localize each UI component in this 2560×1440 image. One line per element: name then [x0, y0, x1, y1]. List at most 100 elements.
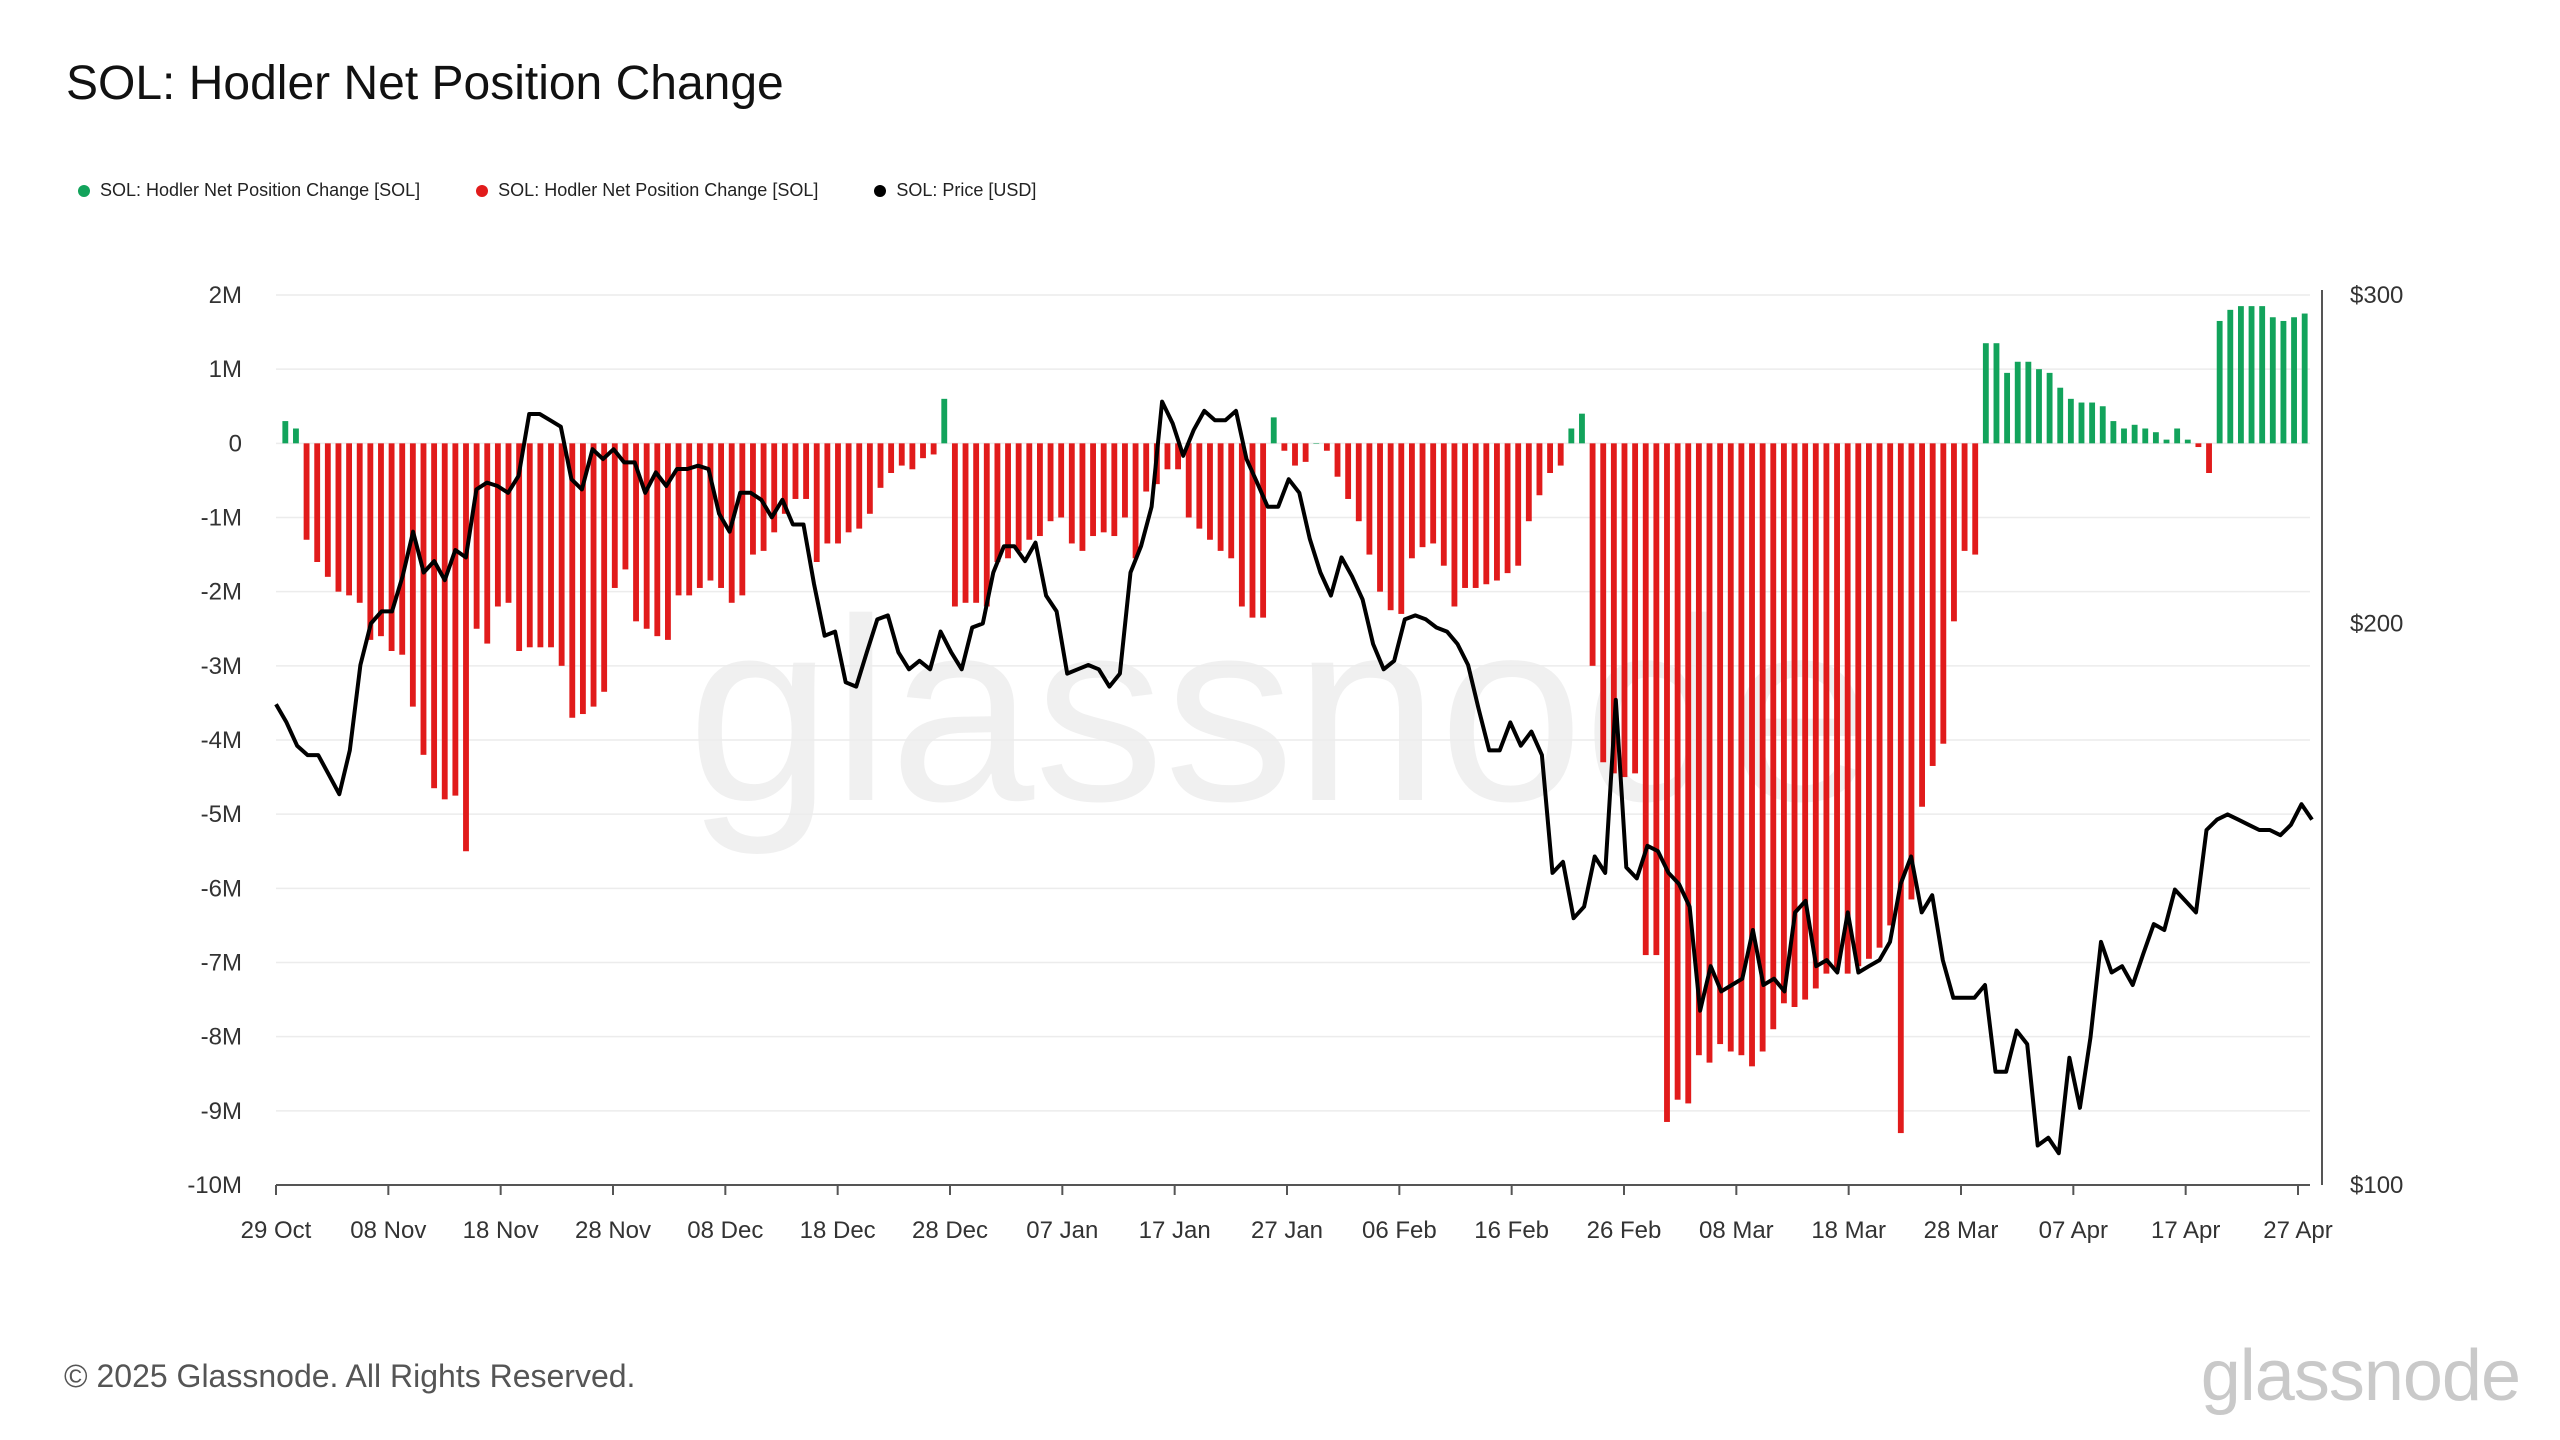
- bar[interactable]: [845, 443, 852, 533]
- bar[interactable]: [2025, 361, 2032, 444]
- bar[interactable]: [707, 443, 714, 581]
- bar[interactable]: [2248, 306, 2255, 444]
- bar[interactable]: [1313, 443, 1320, 444]
- bar[interactable]: [1249, 443, 1256, 618]
- bar[interactable]: [367, 443, 374, 640]
- bar[interactable]: [1834, 443, 1840, 970]
- bar[interactable]: [1632, 443, 1639, 774]
- bar[interactable]: [1472, 443, 1479, 588]
- bar[interactable]: [1664, 443, 1670, 1122]
- bar[interactable]: [1504, 443, 1511, 574]
- bar[interactable]: [1621, 443, 1628, 778]
- bar[interactable]: [2195, 443, 2202, 448]
- bar[interactable]: [2057, 387, 2064, 444]
- bar[interactable]: [409, 443, 416, 707]
- bar[interactable]: [2110, 421, 2117, 444]
- bar[interactable]: [1940, 443, 1947, 744]
- bar[interactable]: [654, 443, 661, 637]
- bar[interactable]: [2174, 428, 2181, 444]
- bar[interactable]: [1419, 443, 1426, 548]
- bar[interactable]: [2014, 361, 2021, 444]
- bar[interactable]: [2004, 372, 2011, 444]
- bar[interactable]: [750, 443, 756, 555]
- bar[interactable]: [781, 443, 788, 514]
- bar[interactable]: [1557, 443, 1564, 466]
- bar[interactable]: [2301, 313, 2308, 444]
- bar[interactable]: [951, 443, 958, 607]
- bar[interactable]: [1961, 443, 1968, 551]
- bar[interactable]: [888, 443, 895, 473]
- bar[interactable]: [526, 443, 533, 648]
- bar[interactable]: [835, 443, 841, 544]
- bar[interactable]: [1068, 443, 1075, 544]
- bar[interactable]: [1589, 443, 1596, 666]
- bar[interactable]: [2237, 306, 2244, 444]
- bar[interactable]: [431, 443, 438, 789]
- bar[interactable]: [516, 443, 523, 651]
- bar[interactable]: [1972, 443, 1979, 555]
- bar[interactable]: [2269, 317, 2276, 444]
- bar[interactable]: [2280, 320, 2287, 444]
- bar[interactable]: [1780, 443, 1787, 1004]
- bar[interactable]: [1844, 443, 1851, 974]
- bar[interactable]: [1005, 443, 1011, 559]
- bar[interactable]: [601, 443, 608, 692]
- bar[interactable]: [399, 443, 406, 655]
- bar[interactable]: [1164, 443, 1171, 470]
- bar[interactable]: [2046, 372, 2053, 444]
- bar[interactable]: [1387, 443, 1394, 611]
- bar[interactable]: [2227, 309, 2234, 444]
- bar[interactable]: [2142, 428, 2149, 444]
- bar[interactable]: [675, 443, 682, 596]
- bar[interactable]: [994, 443, 1001, 562]
- bar[interactable]: [1440, 443, 1447, 566]
- bar[interactable]: [579, 443, 586, 715]
- bar[interactable]: [686, 443, 693, 596]
- bar[interactable]: [2291, 317, 2297, 444]
- bar[interactable]: [537, 443, 544, 648]
- bar[interactable]: [356, 443, 363, 603]
- bar[interactable]: [696, 443, 703, 588]
- bar[interactable]: [1749, 443, 1755, 1067]
- bar[interactable]: [1451, 443, 1458, 607]
- bar[interactable]: [378, 443, 384, 637]
- bar[interactable]: [1812, 443, 1819, 989]
- bar[interactable]: [1483, 443, 1490, 585]
- bar[interactable]: [1951, 443, 1957, 622]
- bar[interactable]: [1143, 443, 1150, 492]
- bar[interactable]: [1292, 443, 1298, 466]
- bar[interactable]: [1175, 443, 1182, 470]
- bar[interactable]: [1100, 443, 1107, 533]
- bar[interactable]: [1334, 443, 1341, 477]
- bar[interactable]: [1897, 443, 1904, 1134]
- bar[interactable]: [303, 443, 310, 540]
- legend-item-net-position-positive[interactable]: SOL: Hodler Net Position Change [SOL]: [78, 180, 420, 201]
- bar[interactable]: [1866, 443, 1872, 959]
- bar[interactable]: [1791, 443, 1798, 1007]
- bar[interactable]: [2216, 320, 2223, 444]
- bar[interactable]: [1887, 443, 1894, 926]
- bar[interactable]: [1706, 443, 1713, 1063]
- bar[interactable]: [2089, 402, 2096, 444]
- bar[interactable]: [1738, 443, 1745, 1056]
- bar[interactable]: [1281, 443, 1288, 451]
- bar[interactable]: [293, 428, 299, 444]
- bar[interactable]: [2121, 428, 2127, 444]
- bar[interactable]: [1685, 443, 1692, 1104]
- bar[interactable]: [2206, 443, 2212, 473]
- bar[interactable]: [590, 443, 597, 707]
- bar[interactable]: [1026, 443, 1033, 540]
- bar[interactable]: [1579, 413, 1585, 444]
- bar[interactable]: [803, 443, 810, 499]
- bar[interactable]: [1547, 443, 1554, 473]
- bar[interactable]: [2099, 406, 2106, 444]
- bar[interactable]: [760, 443, 767, 551]
- bar[interactable]: [877, 443, 884, 488]
- bar[interactable]: [335, 443, 342, 592]
- bar[interactable]: [1642, 443, 1649, 956]
- bar[interactable]: [1132, 443, 1139, 559]
- bar[interactable]: [1759, 443, 1766, 1052]
- bar[interactable]: [2152, 432, 2159, 444]
- bar[interactable]: [1217, 443, 1224, 551]
- bar[interactable]: [1185, 443, 1192, 518]
